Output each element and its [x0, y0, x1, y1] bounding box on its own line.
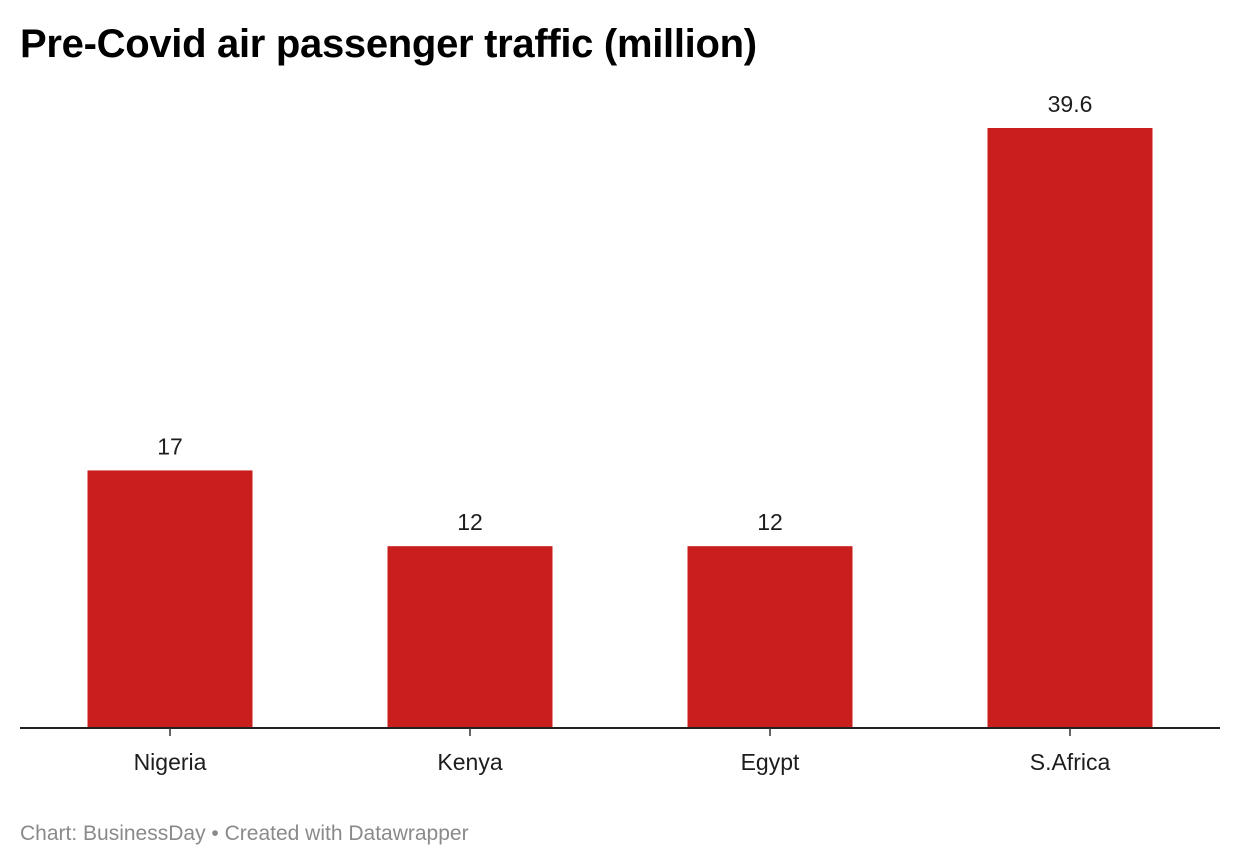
bar-chart: 17 12 12 39.6 Nigeria Kenya Egypt S.Africa	[20, 91, 1220, 775]
value-label-s-africa: 39.6	[1048, 91, 1093, 117]
value-label-nigeria: 17	[157, 433, 183, 459]
footer-credit: Created with Datawrapper	[224, 822, 469, 845]
x-axis-ticks-group	[169, 728, 1071, 736]
footer-source-prefix: Chart:	[20, 822, 84, 845]
bars-group	[87, 128, 1153, 728]
bar-kenya	[387, 546, 553, 728]
value-labels-group: 17 12 12 39.6	[157, 91, 1092, 535]
footer-separator: •	[205, 822, 225, 845]
x-tick-label-kenya: Kenya	[437, 749, 502, 775]
bar-egypt	[687, 546, 853, 728]
value-label-egypt: 12	[757, 509, 783, 535]
x-axis-labels-group: Nigeria Kenya Egypt S.Africa	[134, 749, 1111, 775]
value-label-kenya: 12	[457, 509, 483, 535]
footer-source: BusinessDay	[83, 822, 206, 845]
x-tick-label-nigeria: Nigeria	[134, 749, 207, 775]
bar-nigeria	[87, 470, 253, 728]
chart-footer: Chart: BusinessDay • Created with Datawr…	[20, 822, 469, 846]
chart-title: Pre-Covid air passenger traffic (million…	[20, 22, 757, 66]
bar-s-africa	[987, 128, 1153, 728]
x-tick-label-egypt: Egypt	[741, 749, 800, 775]
x-tick-label-s-africa: S.Africa	[1030, 749, 1111, 775]
